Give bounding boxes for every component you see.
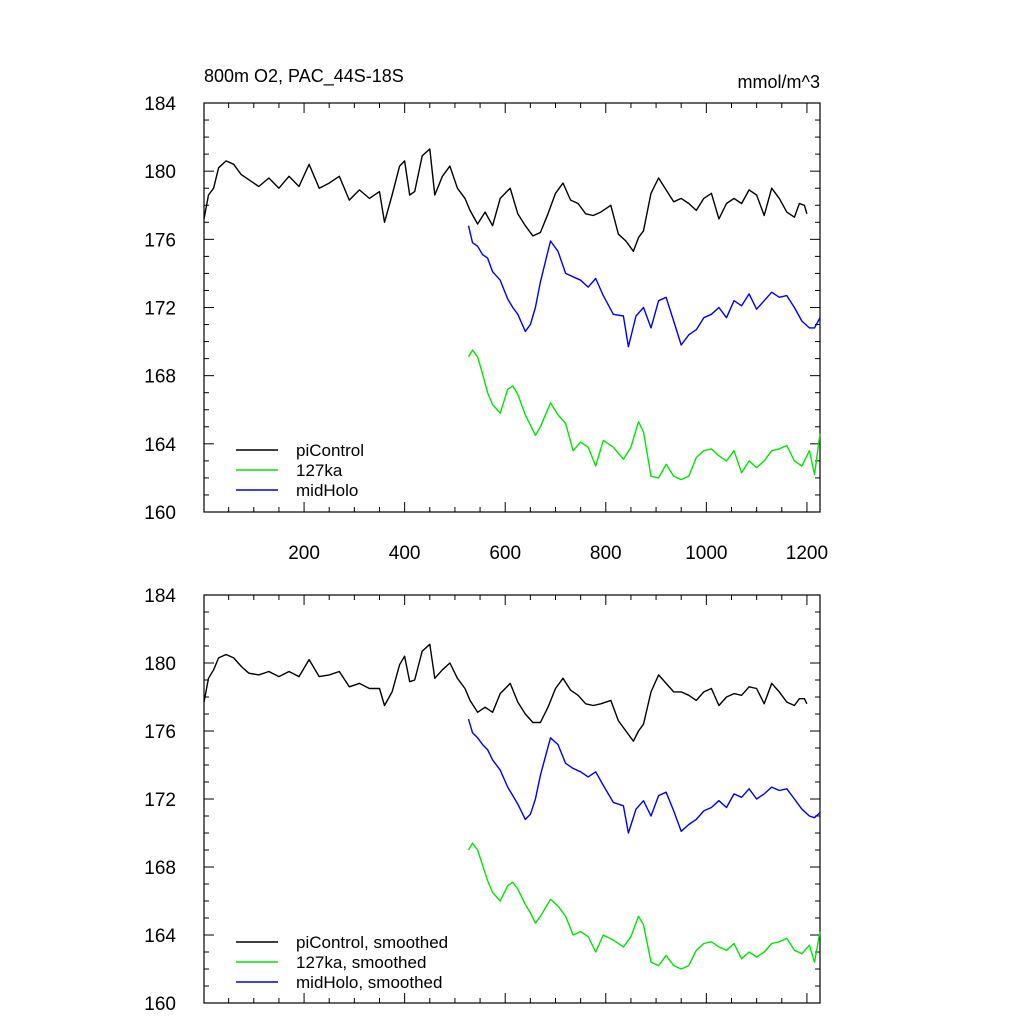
legend-label: 127ka, smoothed bbox=[296, 953, 426, 972]
x-tick-label: 600 bbox=[489, 543, 521, 564]
y-tick-label: 168 bbox=[144, 858, 176, 879]
legend-label: midHolo, smoothed bbox=[296, 973, 442, 992]
units-label: mmol/m^3 bbox=[738, 72, 820, 92]
legend-label: piControl bbox=[296, 441, 364, 460]
y-tick-label: 168 bbox=[144, 367, 176, 388]
y-tick-label: 160 bbox=[144, 994, 176, 1015]
chart-title: 800m O2, PAC_44S-18S bbox=[204, 66, 404, 87]
top-panel: 160 164 168 172 176 180 184 200 400 600 800 1000 120… bbox=[144, 94, 828, 564]
x-tick-label: 400 bbox=[389, 543, 421, 564]
series-line-midholo bbox=[467, 718, 821, 834]
y-tick-label: 180 bbox=[144, 162, 176, 183]
series-line-127ka bbox=[467, 349, 821, 481]
legend-label: 127ka bbox=[296, 461, 343, 480]
y-tick-label: 184 bbox=[144, 94, 176, 115]
series-line-127ka bbox=[467, 842, 821, 970]
legend-label: midHolo bbox=[296, 481, 358, 500]
y-tick-label: 184 bbox=[144, 586, 176, 607]
y-tick-label: 172 bbox=[144, 790, 176, 811]
y-tick-label: 172 bbox=[144, 299, 176, 320]
series-line-picontrol bbox=[203, 643, 808, 742]
y-tick-label: 164 bbox=[144, 435, 176, 456]
x-tick-label: 200 bbox=[288, 543, 320, 564]
x-tick-label: 1200 bbox=[786, 543, 828, 564]
y-tick-label: 176 bbox=[144, 230, 176, 251]
y-tick-label: 176 bbox=[144, 722, 176, 743]
y-tick-label: 164 bbox=[144, 926, 176, 947]
legend-label: piControl, smoothed bbox=[296, 933, 448, 952]
bottom-panel: 160 164 168 172 176 180 184 piControl, smoothed… bbox=[144, 586, 821, 1015]
x-tick-label: 800 bbox=[590, 543, 622, 564]
y-tick-label: 160 bbox=[144, 503, 176, 524]
y-tick-label: 180 bbox=[144, 654, 176, 675]
series-line-picontrol bbox=[203, 148, 808, 253]
series-line-midholo bbox=[467, 225, 821, 348]
x-tick-label: 1000 bbox=[685, 543, 727, 564]
